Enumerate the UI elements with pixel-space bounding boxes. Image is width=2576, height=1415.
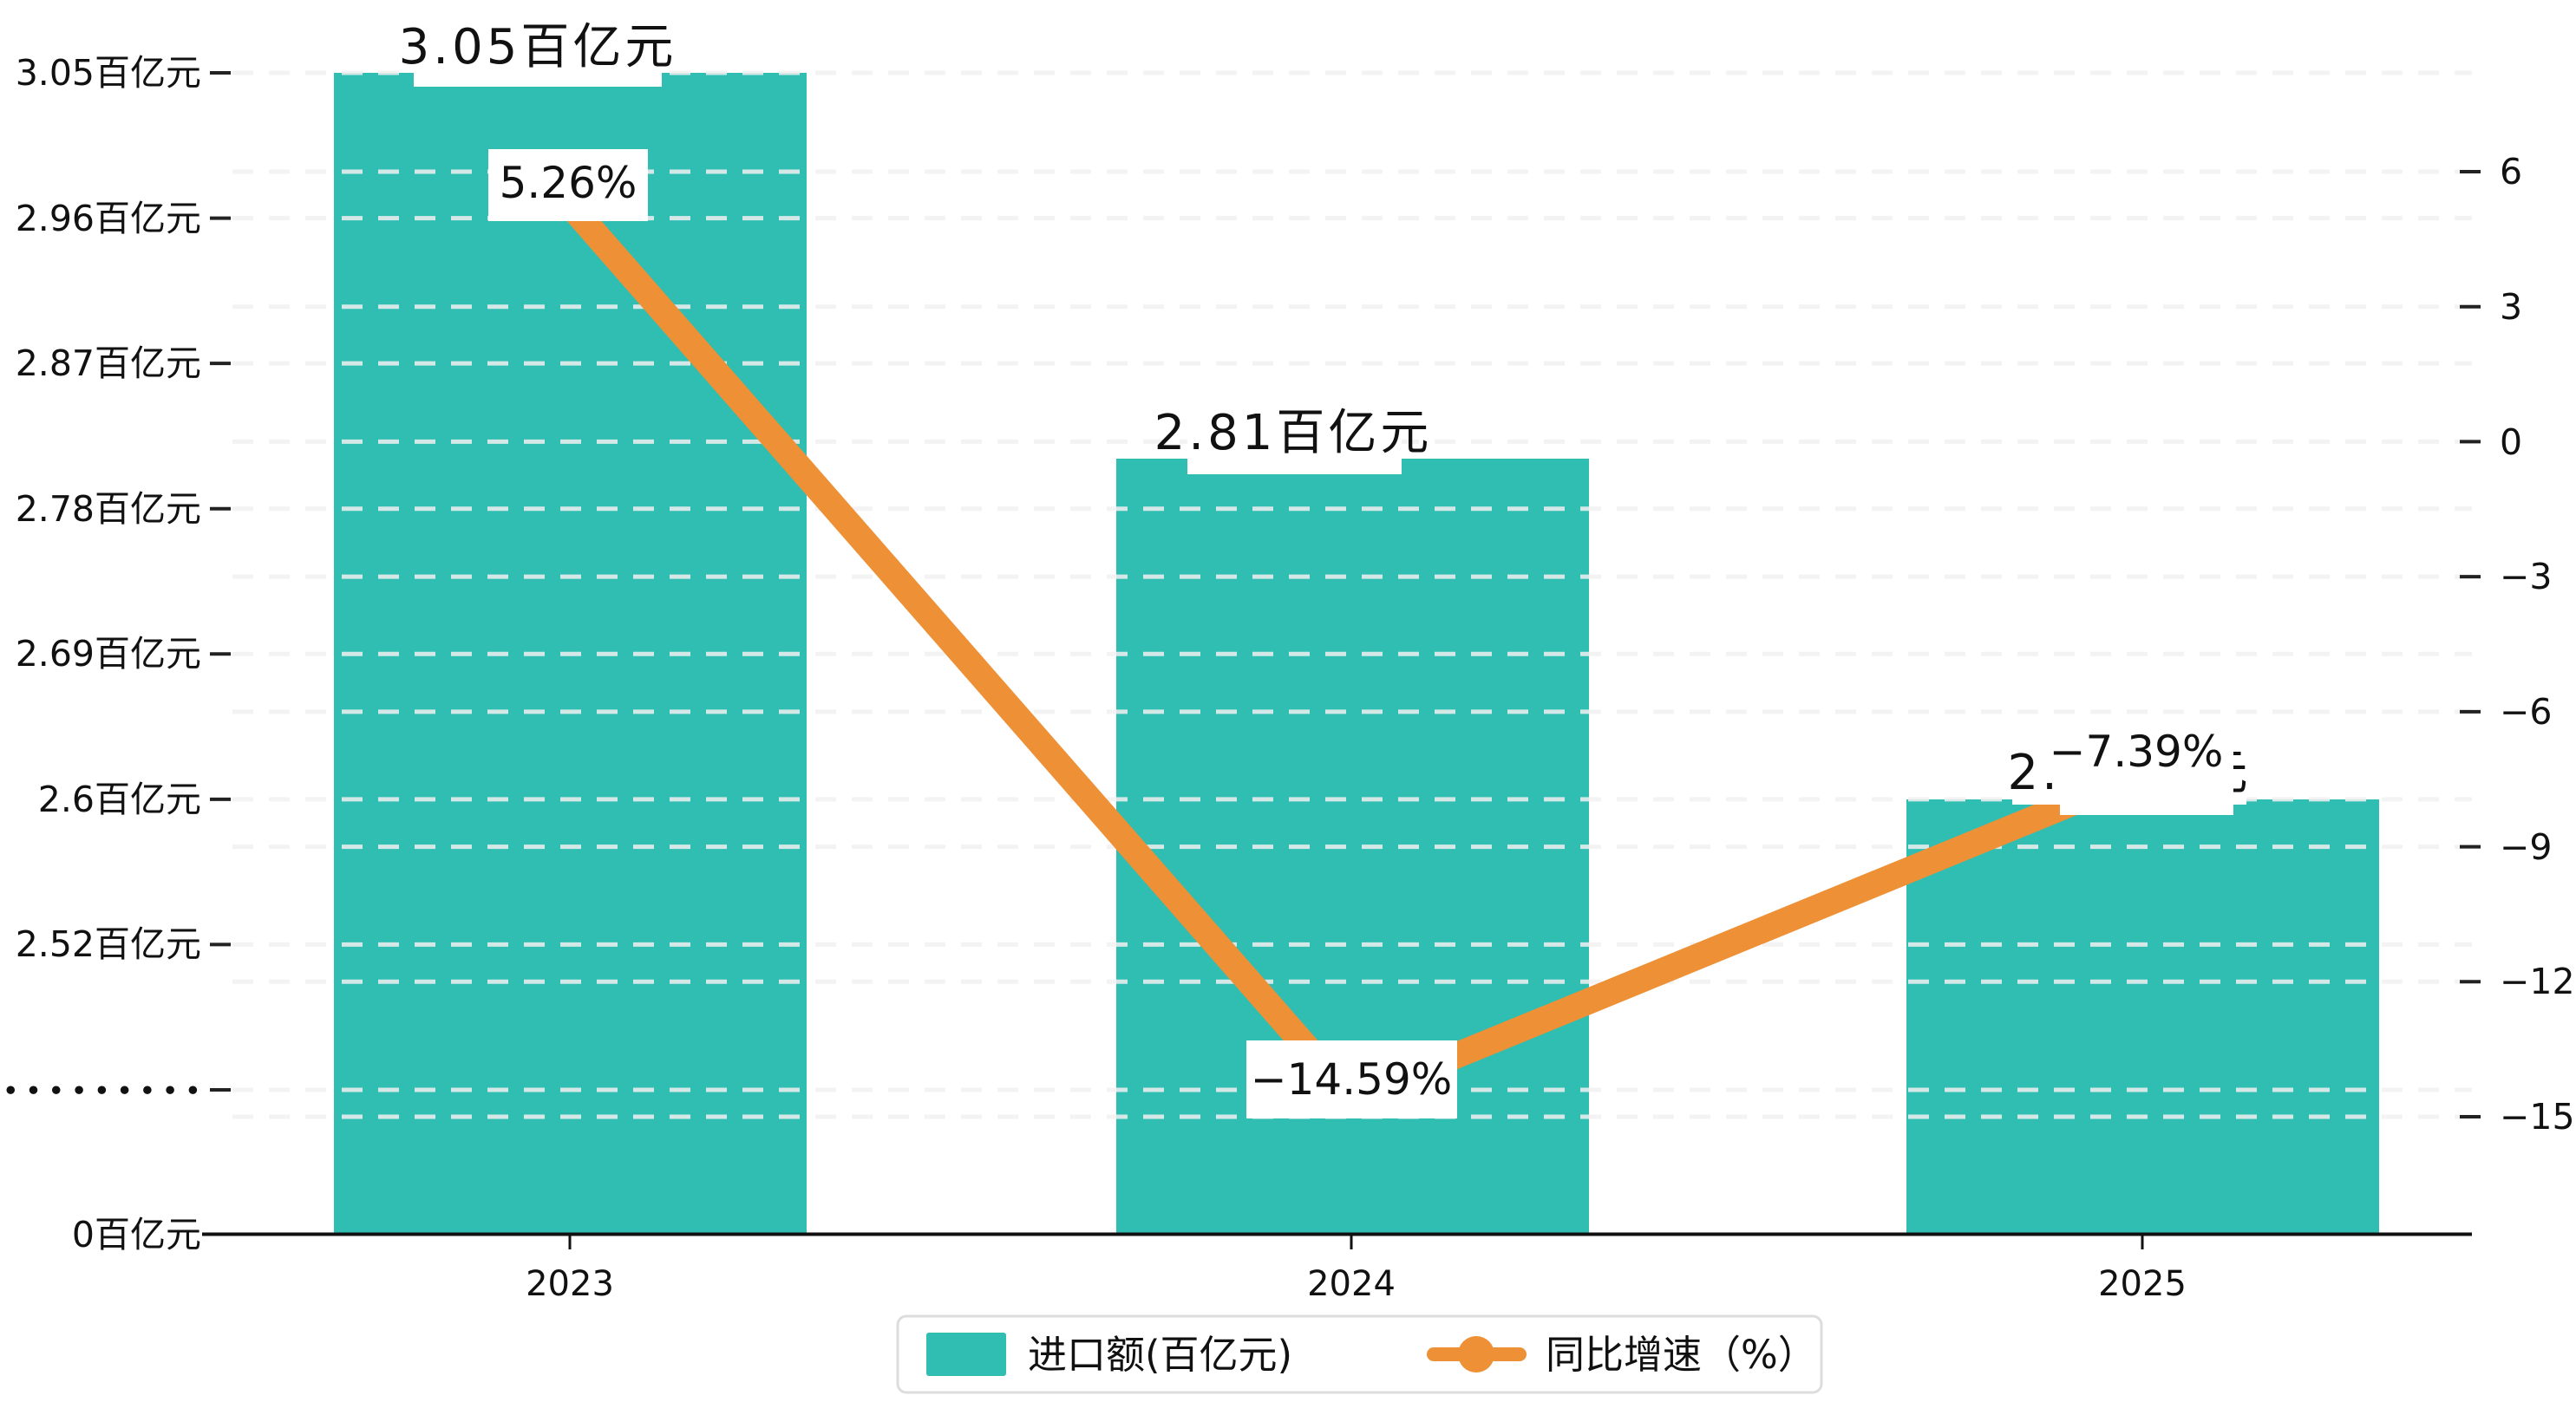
- legend-item-growth[interactable]: 同比增速（%）: [1427, 1332, 1817, 1378]
- left-tick-label: 3.05百亿元: [16, 52, 201, 94]
- bar-2025[interactable]: [1906, 799, 2379, 1235]
- x-label-2024: 2024: [1307, 1264, 1396, 1304]
- right-tick-marks: [2460, 170, 2481, 1118]
- left-tick-label: 2.87百亿元: [16, 342, 201, 384]
- left-tick-label: 2.52百亿元: [16, 923, 201, 965]
- bar-label-2023: 3.05百亿元: [399, 19, 677, 75]
- right-tick-label: −9: [2500, 826, 2552, 868]
- left-y-axis: 3.05百亿元 2.96百亿元 2.87百亿元 2.78百亿元 2.69百亿元 …: [3, 52, 231, 1255]
- left-tick-marks: [210, 71, 231, 1092]
- right-tick-label: −3: [2500, 556, 2552, 597]
- pct-label-box-2025: [2060, 718, 2233, 815]
- bar-label-2024: 2.81百亿元: [1154, 405, 1433, 461]
- pct-label-2025: −7.39%: [2050, 727, 2224, 777]
- legend-label-growth: 同比增速（%）: [1546, 1332, 1817, 1378]
- pct-label-2024: −14.59%: [1251, 1054, 1453, 1105]
- legend-label-imports: 进口额(百亿元): [1028, 1332, 1292, 1378]
- bar-label-box-2023: [414, 22, 662, 87]
- left-tick-label: 0百亿元: [72, 1214, 201, 1255]
- x-label-2025: 2025: [2098, 1264, 2187, 1304]
- right-tick-label: −12: [2500, 961, 2575, 1002]
- right-tick-label: 3: [2500, 286, 2522, 328]
- pct-label-2023: 5.26%: [500, 158, 637, 208]
- pct-label-box-2023: [488, 149, 648, 221]
- legend-item-imports[interactable]: 进口额(百亿元): [926, 1332, 1292, 1378]
- right-tick-label: 6: [2500, 151, 2522, 192]
- bar-label-box-2024: [1187, 408, 1402, 474]
- right-tick-label: −6: [2500, 691, 2552, 733]
- legend-box: [896, 1314, 1823, 1394]
- left-tick-label: 2.96百亿元: [16, 198, 201, 239]
- right-tick-label: 0: [2500, 421, 2522, 463]
- x-label-2023: 2023: [526, 1264, 614, 1304]
- legend: 进口额(百亿元) 同比增速（%）: [896, 1314, 1823, 1394]
- pct-value-labels: 5.26% −14.59% −7.39%: [488, 149, 2233, 1118]
- right-tick-label: −15: [2500, 1096, 2575, 1138]
- axis-break-dots: •••••••••: [3, 1078, 208, 1105]
- left-tick-label: 2.69百亿元: [16, 633, 201, 675]
- right-y-axis: 6 3 0 −3 −6 −9 −12 −15: [2460, 151, 2575, 1138]
- pct-label-box-2024: [1246, 1040, 1457, 1118]
- x-axis: 2023 2024 2025: [202, 1232, 2472, 1304]
- left-tick-label: 2.6百亿元: [38, 779, 201, 820]
- left-tick-label: 2.78百亿元: [16, 488, 201, 530]
- bar-series-swatch: [926, 1333, 1006, 1376]
- line-series-marker-dot: [1458, 1336, 1494, 1373]
